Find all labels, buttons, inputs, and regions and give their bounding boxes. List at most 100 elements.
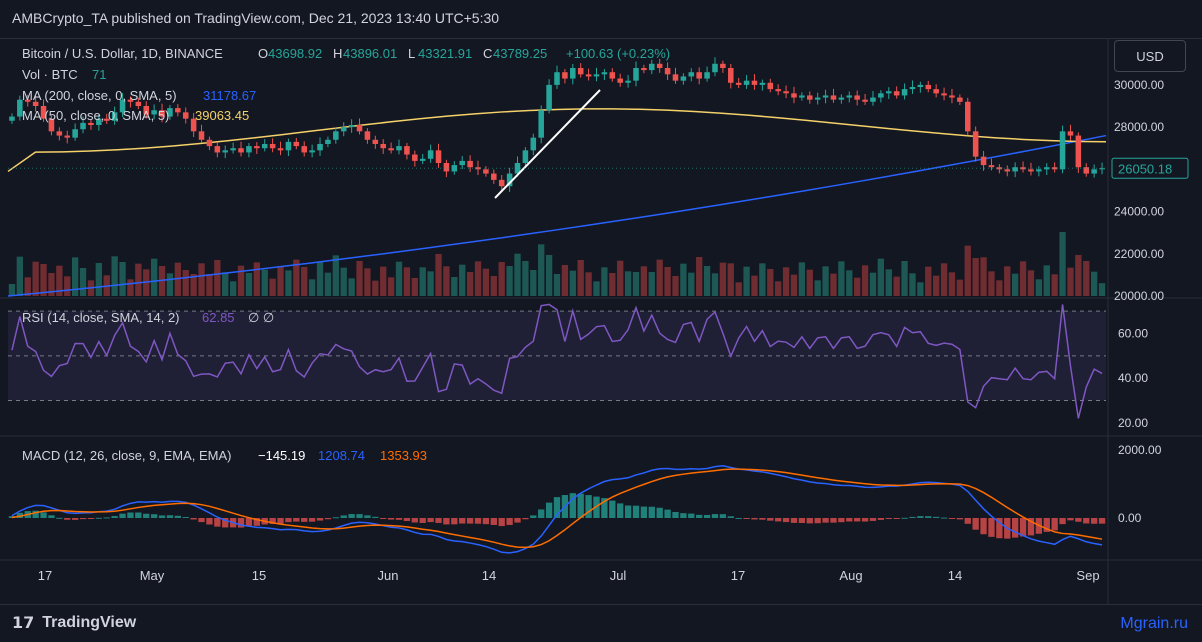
volume-bar [443,266,450,296]
macd-hist-bar [285,518,292,523]
legend-ma50-value: 39063.45 [195,108,249,123]
watermark: Mgrain.ru [1120,615,1188,632]
trendline-drawing [494,89,601,199]
volume-bar [411,278,418,296]
candle-body [1012,167,1018,172]
ma200-line [7,134,1107,297]
volume-bar [790,274,798,296]
candle-body [246,146,252,153]
macd-hist-bar [751,518,758,520]
legend-l-value: 43321.91 [418,46,472,61]
candle-body [467,160,473,168]
volume-bar [229,281,237,296]
volume-bar [435,254,442,296]
candle-body [111,112,118,121]
x-tick-label: 14 [482,568,496,583]
macd-hist-bar [964,518,971,524]
candle-body [214,146,221,153]
candle-body [380,144,386,149]
candle-body [570,68,576,79]
macd-hist-bar [672,511,679,518]
macd-hist-bar [16,512,24,518]
macd-hist-bar [166,515,174,518]
candle-body [135,101,142,106]
candle-body [538,110,544,138]
macd-hist-bar [972,518,979,530]
macd-hist-bar [640,506,648,518]
volume-bar [933,275,940,296]
volume-bar [617,260,624,296]
candle-body [1036,169,1042,172]
macd-hist-bar [214,518,221,527]
volume-bar [1059,232,1066,296]
macd-hist-bar [988,518,995,537]
macd-hist-bar [182,517,189,519]
macd-hist-bar [877,518,885,520]
volume-bar [893,276,900,296]
macd-legend-macd: 1208.74 [318,448,365,463]
candle-body [791,93,797,98]
candle-body [1083,167,1090,174]
volume-bar [972,258,979,296]
volume-bar [569,270,576,296]
volume-bar [585,272,592,296]
volume-bar [1067,267,1074,296]
volume-bar [32,261,39,296]
volume-bar [601,267,608,296]
candle-body [222,150,228,153]
volume-bar [222,272,229,296]
candle-body [870,97,876,102]
macd-hist-bar [861,518,869,522]
candle-body [751,80,758,85]
macd-hist-bar [933,516,940,518]
candle-body [143,106,150,115]
volume-bar [127,279,134,296]
candle-body [641,68,647,71]
price-badge-box [1111,157,1189,179]
candle-body [767,82,774,90]
currency-button[interactable]: USD [1114,40,1186,72]
candle-body [735,82,742,85]
volume-bar [553,274,561,296]
macd-hist-bar [577,493,584,518]
volume-bar [427,271,434,296]
macd-hist-bar [901,517,908,519]
volume-bar [277,266,284,296]
candle-body [838,97,845,100]
macd-hist-bar [743,518,750,519]
x-tick-label: 17 [731,568,745,583]
chart-svg[interactable]: 20000.0022000.0024000.0026000.0028000.00… [0,38,1202,604]
candle-body [554,72,560,85]
volume-bar [301,267,308,296]
volume-bar [775,281,782,296]
candle-body [649,63,655,71]
candle-body [427,150,434,159]
macd-hist-bar [71,518,79,520]
candle-body [909,87,916,90]
macd-hist-bar [996,518,1003,539]
volume-bar [150,258,158,296]
volume-bar [198,263,205,296]
volume-bar [814,280,821,296]
price-tick-label: 20000.00 [1114,289,1164,303]
legend-o-value: 43698.92 [268,46,322,61]
macd-hist-bar [1027,518,1035,536]
rsi-line [11,303,1103,419]
macd-hist-bar [688,513,695,518]
candle-body [743,80,750,85]
candle-body [309,150,315,153]
candle-body [925,84,932,90]
volume-bar [806,269,813,296]
candle-body [24,99,31,102]
volume-bar [1027,270,1035,296]
macd-hist-bar [372,516,379,518]
macd-hist-bar [269,518,276,524]
volume-bar [577,260,584,296]
macd-hist-bar [711,514,719,518]
tradingview-logo[interactable]: 𝟭𝟳 TradingView [12,613,136,633]
macd-hist-bar [925,516,932,518]
volume-bar [672,276,679,296]
macd-hist-bar [553,497,561,518]
candle-body [103,118,110,121]
candle-body [807,95,813,100]
